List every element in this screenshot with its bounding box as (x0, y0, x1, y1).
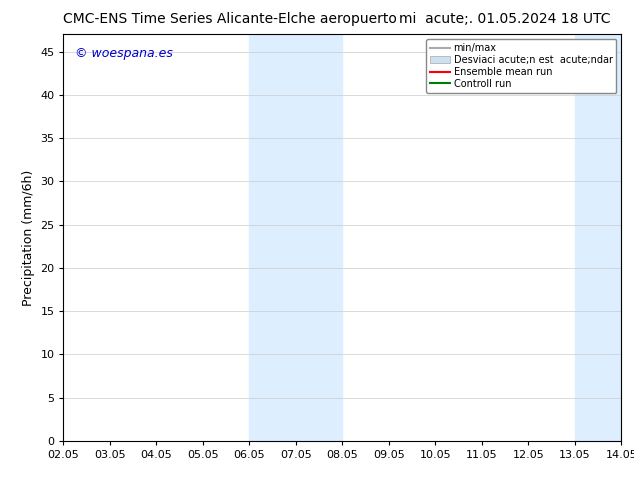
Text: © woespana.es: © woespana.es (75, 47, 172, 59)
Text: mi  acute;. 01.05.2024 18 UTC: mi acute;. 01.05.2024 18 UTC (399, 12, 611, 26)
Text: CMC-ENS Time Series Alicante-Elche aeropuerto: CMC-ENS Time Series Alicante-Elche aerop… (63, 12, 398, 26)
Y-axis label: Precipitation (mm/6h): Precipitation (mm/6h) (22, 170, 35, 306)
Legend: min/max, Desviaci acute;n est  acute;ndar, Ensemble mean run, Controll run: min/max, Desviaci acute;n est acute;ndar… (426, 39, 616, 93)
Bar (575, 34, 634, 441)
Bar (249, 34, 342, 441)
